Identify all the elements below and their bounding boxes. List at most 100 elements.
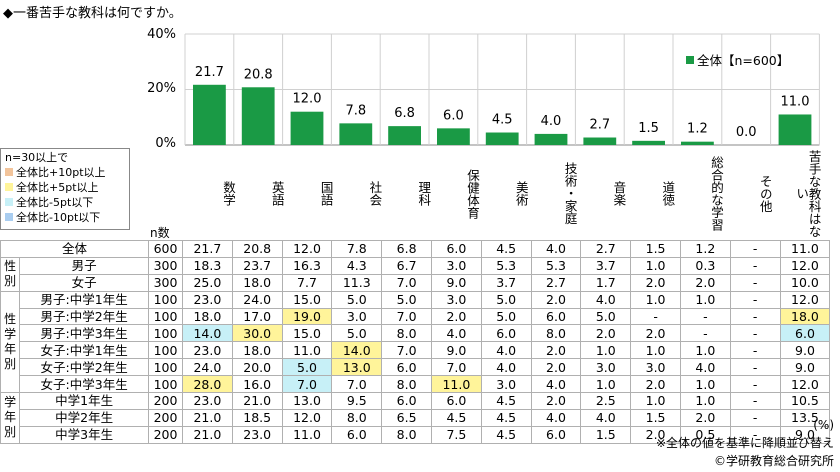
table-cell: -	[729, 273, 781, 292]
table-cell: -	[729, 324, 781, 343]
table-cell: 9.0	[430, 273, 482, 292]
table-cell: 2.0	[630, 273, 681, 292]
table-cell: 23.0	[182, 392, 233, 410]
table-cell: 4.0	[430, 324, 482, 343]
table-cell: 2.0	[530, 290, 582, 309]
table-cell: 5.0	[580, 307, 632, 326]
table-cell: 4.0	[580, 408, 632, 427]
group-label: 性別	[0, 256, 21, 292]
table-row: 女子 300 25.0 18.0 7.7 11.3 7.0 9.0 3.7 2.7 1.7 2.0 2.…	[1, 273, 831, 292]
legend-swatch	[686, 55, 694, 64]
table-cell: -	[729, 358, 781, 377]
table-cell: 5.3	[480, 256, 532, 275]
table-cell: 0.5	[679, 425, 731, 444]
bar-社会	[339, 123, 373, 145]
table-row: 中学2年生 200 21.0 18.5 12.0 8.0 6.5 4.5 4.5 4.0 4.0 1.…	[1, 408, 831, 427]
table-cell: 6.0	[530, 307, 582, 326]
table-cell: 25.0	[182, 273, 233, 292]
table-row: 女子:中学2年生 100 24.0 20.0 5.0 13.0 6.0 7.0 4.0 2.0 3.…	[1, 358, 831, 377]
table-cell: 1.0	[679, 290, 731, 309]
row-label: 中学1年生	[19, 392, 149, 410]
legend-item: 全体比+10pt以上	[16, 165, 106, 179]
bar-value-label: 20.8	[244, 67, 273, 82]
table-cell: 12.0	[779, 375, 831, 394]
table-cell: 2.0	[530, 392, 582, 410]
category-label: 道徳	[660, 181, 676, 206]
table-cell: 4.0	[530, 240, 582, 258]
table-cell: 9.0	[779, 341, 831, 360]
table-cell: 2.5	[580, 392, 632, 410]
copyright: ©学研教育総合研究所	[713, 454, 834, 468]
table-cell: 3.7	[580, 256, 632, 275]
table-cell: 20.0	[231, 358, 283, 377]
n-count: 100	[148, 324, 183, 343]
table-cell: 1.5	[630, 240, 681, 258]
bar-value-label: 6.0	[443, 108, 464, 123]
category-label: 総合的な学習	[709, 156, 724, 231]
table-cell: 8.0	[381, 324, 432, 343]
group-label: 性学年別	[0, 290, 21, 394]
table-cell: 4.0	[679, 358, 731, 377]
table-cell: 16.0	[231, 375, 283, 394]
table-cell: 9.0	[430, 341, 482, 360]
table-cell: 4.0	[480, 358, 532, 377]
table-cell: 11.0	[281, 425, 333, 444]
table-cell: 3.0	[480, 375, 532, 394]
table-row: 性別男子 300 18.3 23.7 16.3 4.3 6.7 3.0 5.3 5.3 3.7 1.0…	[0, 256, 831, 292]
table-cell: 21.0	[182, 425, 233, 444]
table-cell: 6.0	[381, 358, 432, 377]
table-cell: 6.0	[331, 425, 383, 444]
bar-value-label: 11.0	[781, 94, 810, 109]
bar-理科	[388, 126, 421, 145]
table-cell: 7.0	[430, 358, 482, 377]
bar-value-label: 21.7	[195, 65, 224, 80]
table-cell: 23.7	[231, 256, 283, 275]
table-cell: 23.0	[182, 341, 233, 360]
table-cell: 5.3	[530, 256, 582, 275]
table-cell: 9.0	[779, 358, 831, 377]
table-cell: -	[729, 408, 781, 427]
bar-value-label: 0.0	[736, 125, 757, 140]
table-cell: 18.0	[231, 273, 283, 292]
table-row: 男子:中学2年生 100 18.0 17.0 19.0 3.0 7.0 2.0 5.0 6.0 5.…	[1, 307, 831, 326]
table-cell: 18.0	[182, 307, 233, 326]
bar-苦手な教科はない	[778, 114, 812, 145]
category-label: その他	[757, 174, 773, 213]
table-cell: 7.0	[381, 307, 432, 326]
table-cell: 3.0	[430, 256, 482, 275]
group-label: 学年別	[0, 392, 21, 444]
table-cell: 11.0	[281, 341, 333, 360]
swatch-icon	[5, 182, 13, 191]
row-label: 男子:中学1年生	[19, 290, 149, 309]
n-count: 200	[148, 408, 183, 427]
table-cell: 9.5	[331, 392, 383, 410]
table-cell: -	[729, 341, 781, 360]
category-label: 美術	[513, 181, 529, 206]
table-cell: 4.3	[331, 256, 383, 275]
n-count-header: n数	[150, 226, 170, 240]
table-cell: 28.0	[182, 375, 233, 394]
table-cell: 24.0	[231, 290, 283, 309]
table-cell: -	[679, 307, 731, 326]
table-cell: 1.7	[580, 273, 632, 292]
unit-label: (%)	[813, 418, 834, 432]
bar-value-label: 1.5	[638, 121, 659, 136]
table-cell: 20.8	[231, 240, 283, 258]
table-cell: 5.0	[381, 290, 432, 309]
row-label: 全体	[0, 240, 149, 258]
table-cell: 2.0	[679, 273, 731, 292]
table-cell: 23.0	[231, 425, 283, 444]
n-count: 100	[148, 375, 183, 394]
bar-value-label: 2.7	[589, 118, 610, 133]
table-cell: 14.0	[182, 324, 233, 343]
table-cell: 11.0	[779, 240, 831, 258]
table-cell: 30.0	[231, 324, 283, 343]
category-label: 音楽	[611, 181, 627, 206]
table-cell: 1.2	[679, 240, 731, 258]
table-cell: 2.0	[530, 341, 582, 360]
table-cell: 6.0	[430, 240, 482, 258]
table-cell: 4.5	[480, 240, 532, 258]
table-cell: 9.0	[779, 425, 831, 444]
table-row: 学年別中学1年生 200 23.0 21.0 13.0 9.5 6.0 6.0 4.5 2.0 2.…	[0, 392, 831, 444]
n-count: 300	[148, 273, 183, 292]
